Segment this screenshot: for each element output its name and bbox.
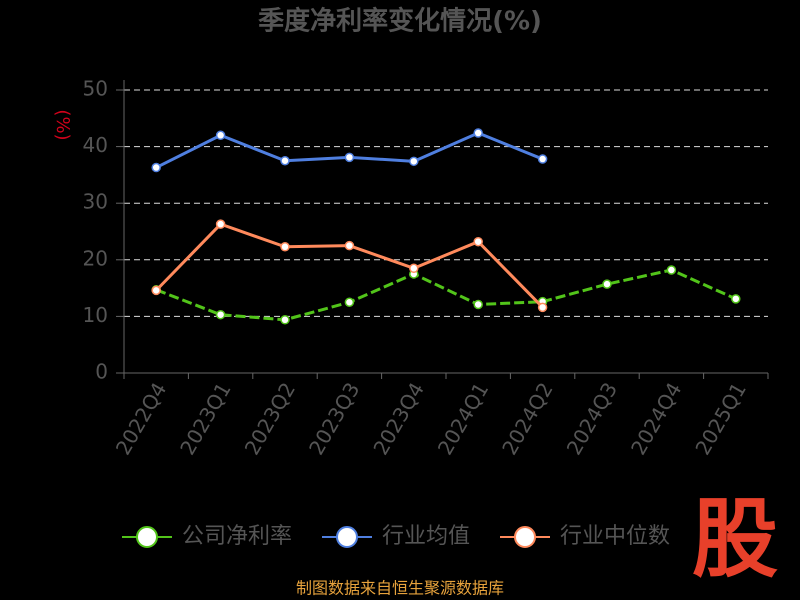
legend-marker [336, 526, 358, 548]
data-point [473, 236, 483, 247]
legend-marker [514, 526, 536, 548]
y-tick-label: 40 [83, 133, 108, 157]
logo: 股 [692, 489, 778, 589]
y-tick-label: 20 [83, 246, 108, 270]
y-axis-label: (%) [52, 109, 73, 140]
legend-label: 公司净利率 [182, 524, 292, 549]
data-point [151, 285, 161, 296]
y-tick-label: 30 [83, 190, 108, 214]
data-point [215, 130, 226, 141]
legend-label: 行业均值 [382, 524, 470, 549]
data-point [151, 162, 161, 173]
data-point [344, 297, 355, 307]
y-tick-label: 0 [95, 360, 108, 384]
data-point [731, 294, 741, 304]
series-line [155, 268, 737, 322]
chart-title: 季度净利率变化情况(%) [258, 6, 542, 37]
data-point [344, 240, 355, 251]
source-note: 制图数据来自恒生聚源数据库 [296, 579, 504, 598]
data-point [473, 128, 483, 138]
y-tick-label: 10 [83, 303, 108, 327]
data-point [280, 315, 290, 325]
data-point [280, 242, 290, 252]
data-point [280, 156, 290, 166]
data-point [602, 279, 612, 289]
data-point [537, 302, 548, 313]
legend-marker [136, 526, 158, 548]
data-point [215, 219, 226, 229]
legend-label: 行业中位数 [560, 524, 670, 549]
data-point [409, 263, 419, 274]
data-point [344, 152, 355, 163]
data-point [666, 265, 677, 275]
data-point [473, 299, 483, 310]
data-point [537, 154, 548, 164]
data-point [409, 156, 419, 167]
y-tick-label: 50 [83, 77, 108, 101]
data-point [215, 309, 226, 320]
